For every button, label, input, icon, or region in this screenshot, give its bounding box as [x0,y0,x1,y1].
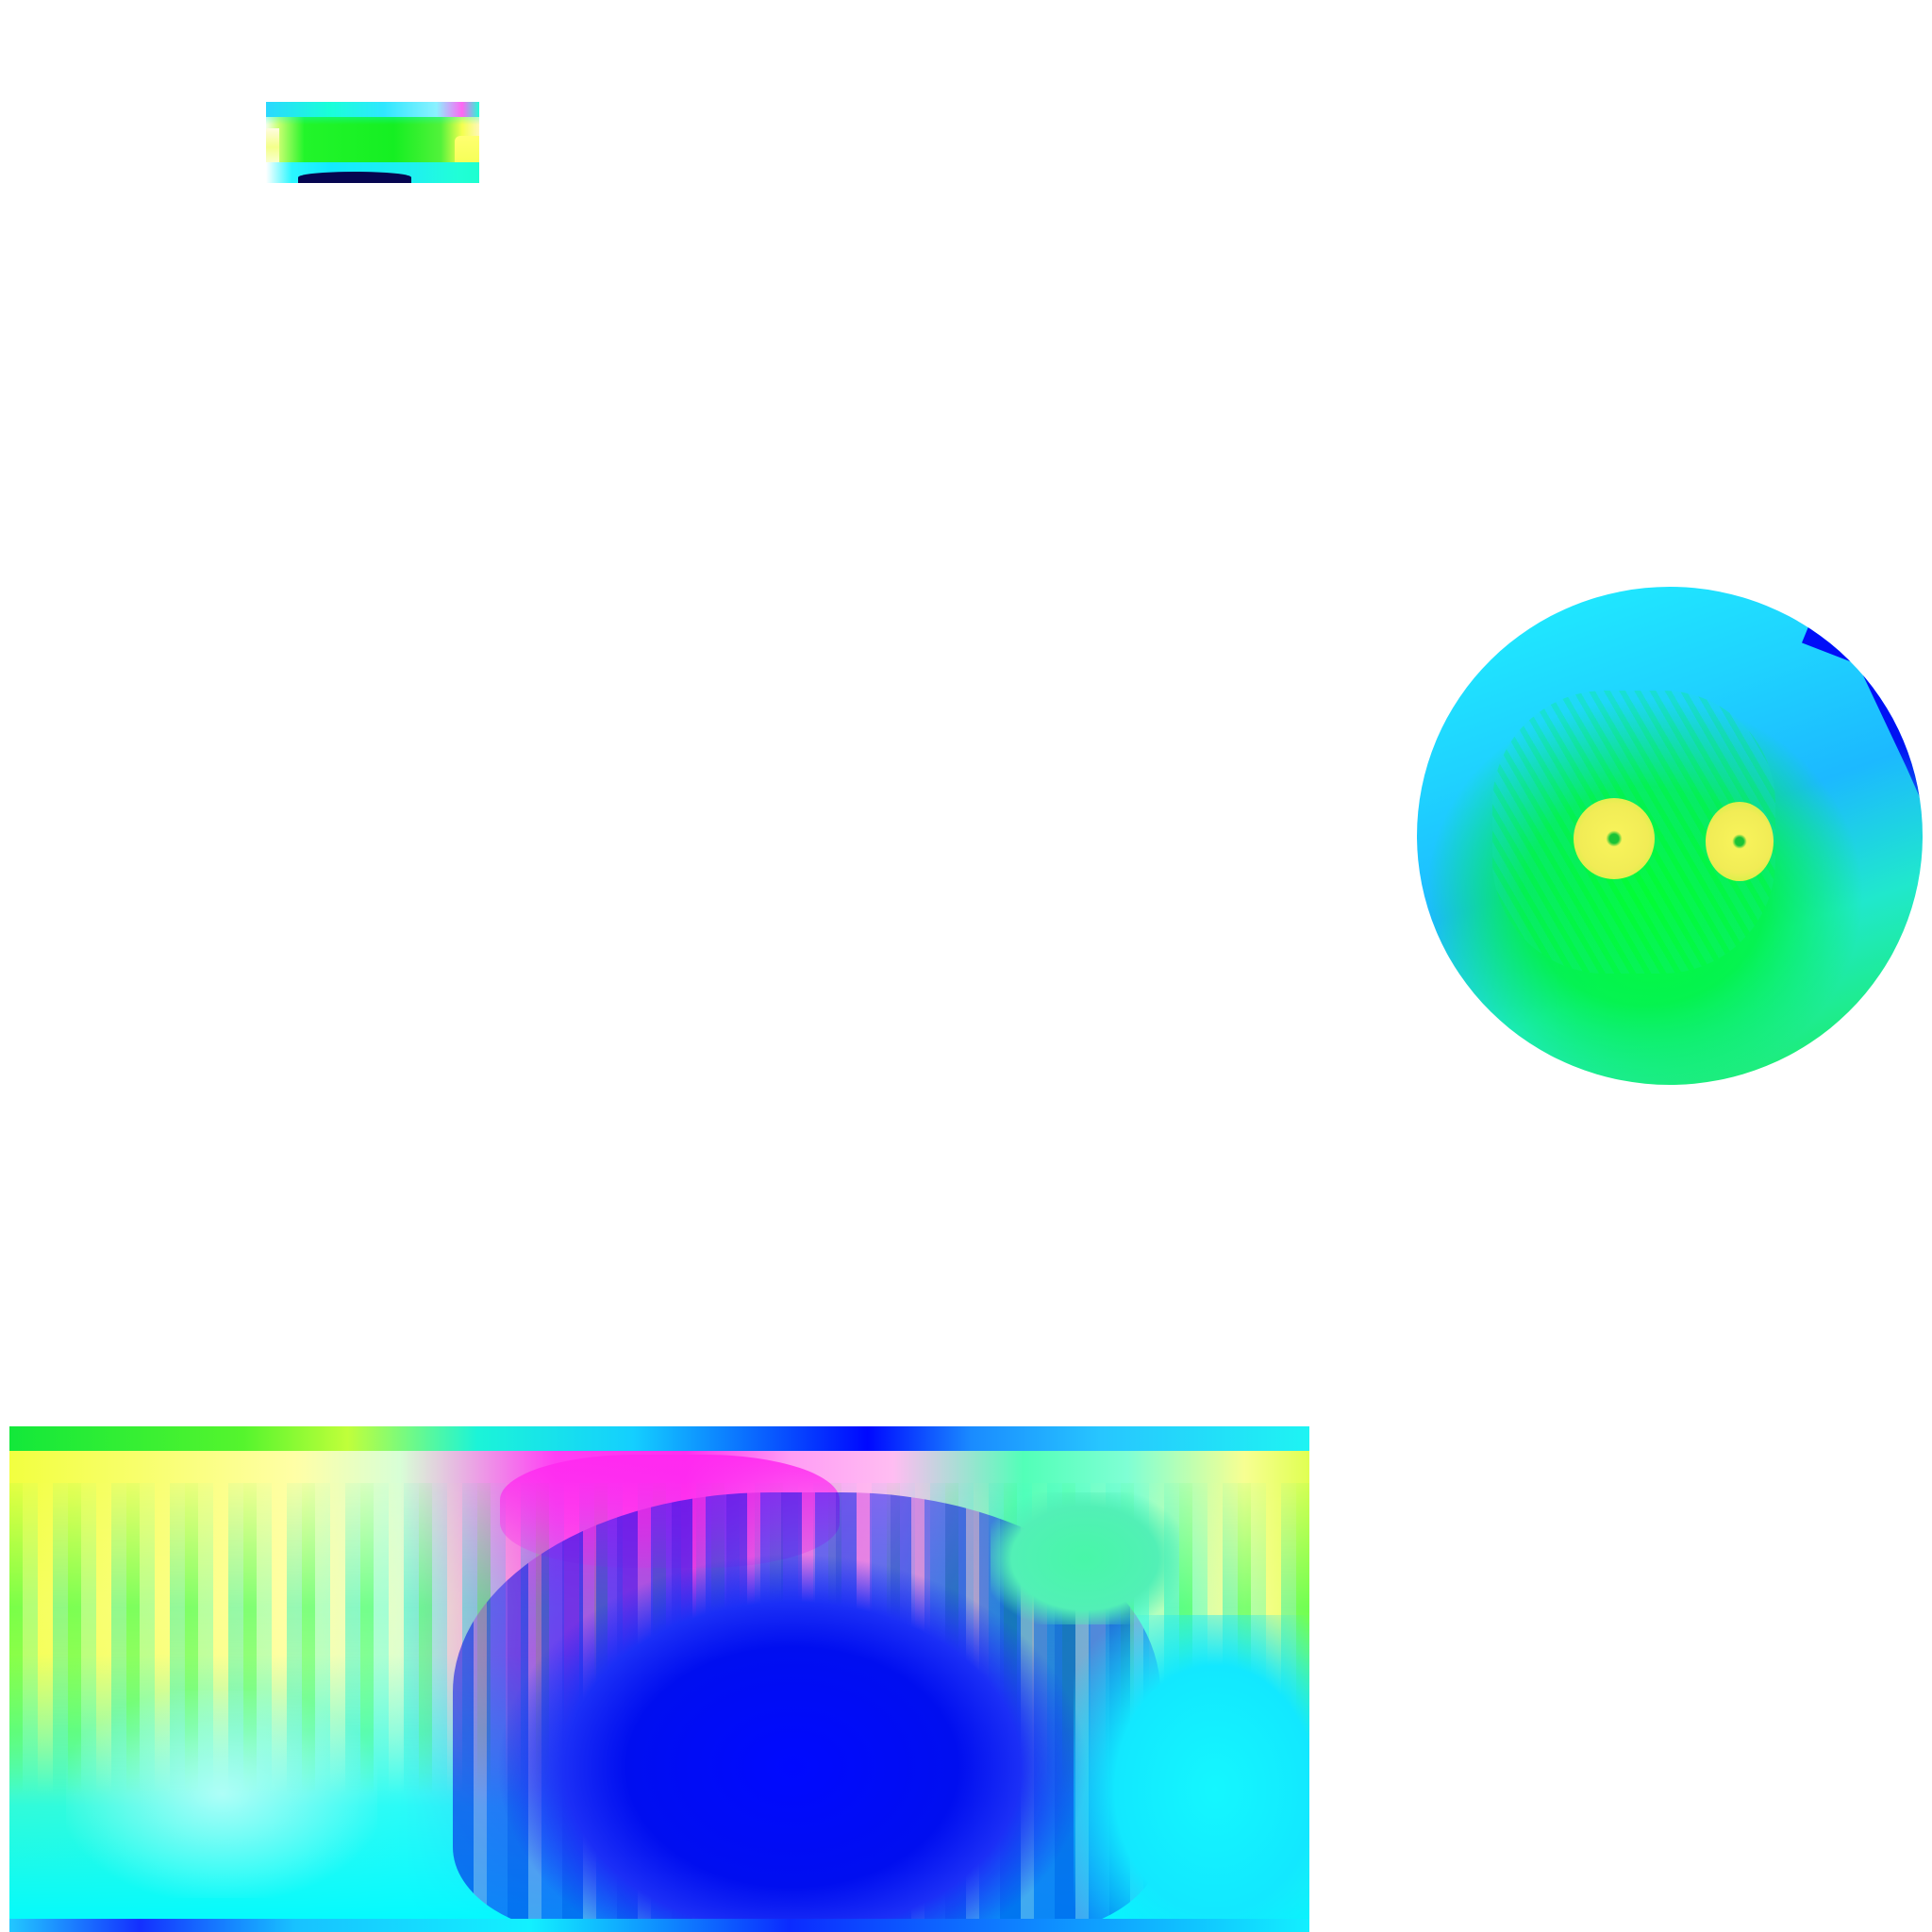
panel-cyan-right [1074,1615,1309,1932]
strip-dark-shadow [298,172,411,183]
strip-top-band [266,102,479,117]
colored-sphere [1417,587,1923,1085]
panel-top-band [9,1426,1309,1451]
sphere-dark-blue-region [1802,604,1923,821]
sphere-right-eye [1706,802,1774,881]
bottom-color-panel [9,1426,1309,1932]
strip-left-edge [266,128,279,166]
sphere-left-eye [1574,798,1655,879]
panel-bottom-band [9,1919,1309,1932]
panel-pale-haze [66,1690,377,1898]
top-left-color-strip [266,102,479,183]
panel-green-clump [991,1492,1179,1624]
